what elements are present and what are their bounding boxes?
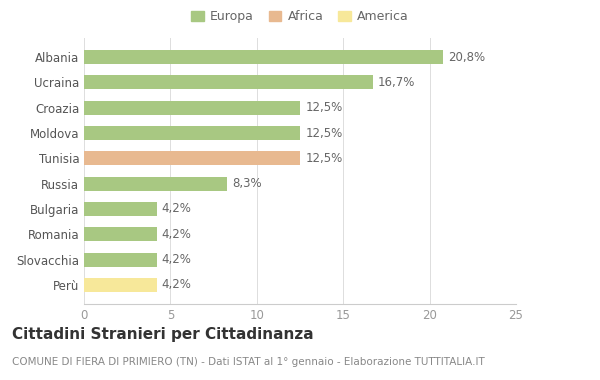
- Text: Cittadini Stranieri per Cittadinanza: Cittadini Stranieri per Cittadinanza: [12, 327, 314, 342]
- Bar: [84, 126, 300, 140]
- Bar: [84, 151, 300, 165]
- Legend: Europa, Africa, America: Europa, Africa, America: [187, 6, 413, 27]
- Bar: [84, 101, 300, 115]
- Bar: [84, 202, 157, 216]
- Bar: [84, 278, 157, 292]
- Text: 4,2%: 4,2%: [162, 203, 191, 215]
- Bar: [84, 75, 373, 89]
- Text: 12,5%: 12,5%: [305, 127, 343, 139]
- Bar: [84, 177, 227, 191]
- Text: 4,2%: 4,2%: [162, 228, 191, 241]
- Text: 20,8%: 20,8%: [449, 51, 486, 63]
- Text: COMUNE DI FIERA DI PRIMIERO (TN) - Dati ISTAT al 1° gennaio - Elaborazione TUTTI: COMUNE DI FIERA DI PRIMIERO (TN) - Dati …: [12, 357, 485, 367]
- Text: 12,5%: 12,5%: [305, 152, 343, 165]
- Text: 16,7%: 16,7%: [378, 76, 415, 89]
- Text: 4,2%: 4,2%: [162, 253, 191, 266]
- Bar: [84, 227, 157, 241]
- Text: 8,3%: 8,3%: [233, 177, 262, 190]
- Bar: [84, 253, 157, 267]
- Bar: [84, 50, 443, 64]
- Text: 4,2%: 4,2%: [162, 279, 191, 291]
- Text: 12,5%: 12,5%: [305, 101, 343, 114]
